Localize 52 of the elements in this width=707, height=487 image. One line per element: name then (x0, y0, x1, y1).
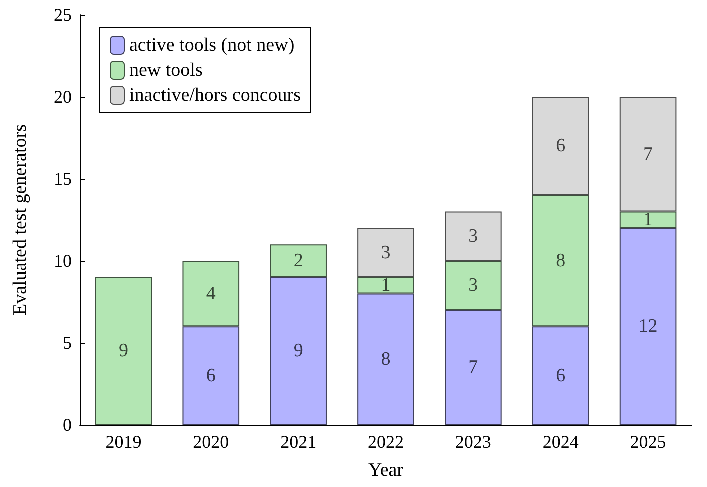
data-label: 6 (556, 136, 566, 157)
data-label: 8 (556, 250, 566, 272)
bar (358, 228, 414, 278)
bar (270, 244, 327, 278)
bar (358, 294, 414, 425)
data-label: 9 (118, 340, 128, 362)
data-label: 12 (638, 316, 658, 338)
y-tick-label: 15 (54, 169, 72, 189)
bar (270, 277, 327, 425)
bar (532, 97, 590, 196)
y-tick-label: 0 (63, 415, 72, 435)
y-tick-label: 20 (54, 87, 72, 107)
x-tick-label: 2022 (368, 432, 404, 452)
legend-label: new tools (130, 60, 203, 81)
data-label: 6 (206, 365, 216, 386)
data-label: 7 (644, 144, 654, 165)
x-axis-title: Year (368, 460, 404, 481)
data-label: 1 (644, 210, 654, 230)
legend-label: inactive/hors concours (130, 85, 301, 106)
x-tick-label: 2024 (542, 432, 579, 452)
y-tick-label: 5 (63, 333, 72, 353)
x-tick-label: 2025 (630, 432, 666, 452)
y-tick-label: 10 (54, 251, 72, 271)
bar (620, 97, 677, 212)
data-label: 7 (468, 357, 478, 378)
x-tick-label: 2023 (455, 432, 492, 452)
y-axis-title: Evaluated test generators (10, 124, 31, 316)
bar (445, 310, 502, 425)
y-tick-label: 25 (54, 5, 72, 25)
bar (445, 261, 502, 310)
data-label: 3 (381, 242, 391, 264)
bar (620, 212, 677, 228)
data-label: 2 (294, 250, 304, 272)
bar (358, 277, 414, 294)
data-label: 6 (556, 365, 566, 386)
data-label: 8 (381, 348, 391, 370)
x-tick-label: 2020 (193, 432, 230, 452)
bar (445, 212, 502, 261)
bar (182, 326, 240, 425)
bar (532, 326, 590, 425)
data-label: 1 (381, 275, 391, 296)
bar (95, 277, 152, 425)
bar (620, 228, 677, 425)
data-label: 3 (468, 275, 478, 296)
data-label: 3 (468, 226, 478, 247)
data-label: 9 (294, 340, 304, 362)
legend-label: active tools (not new) (130, 35, 295, 56)
bar (182, 261, 240, 327)
x-tick-label: 2021 (280, 432, 317, 452)
x-tick-label: 2019 (106, 432, 142, 452)
data-label: 4 (206, 283, 216, 304)
bar (532, 195, 590, 327)
